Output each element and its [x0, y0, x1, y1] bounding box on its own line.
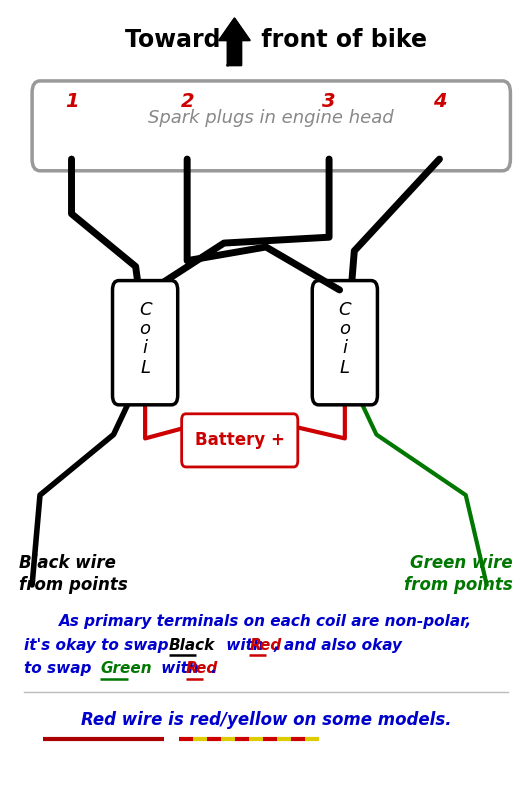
Text: Red wire is red/yellow on some models.: Red wire is red/yellow on some models.: [81, 711, 451, 729]
Text: 3: 3: [322, 91, 336, 111]
Text: 4: 4: [433, 91, 446, 111]
Text: C
o
i
L: C o i L: [338, 301, 351, 377]
Text: 1: 1: [65, 91, 78, 111]
Text: Red: Red: [186, 661, 218, 676]
Text: .: .: [210, 661, 216, 676]
Text: Spark plugs in engine head: Spark plugs in engine head: [148, 109, 394, 127]
Text: 2: 2: [180, 91, 194, 111]
FancyBboxPatch shape: [181, 414, 298, 467]
FancyBboxPatch shape: [312, 281, 377, 405]
Text: Green wire
from points: Green wire from points: [404, 554, 513, 594]
Text: Green: Green: [101, 661, 152, 676]
Text: with: with: [221, 637, 269, 652]
Text: As primary terminals on each coil are non-polar,: As primary terminals on each coil are no…: [60, 614, 472, 629]
FancyBboxPatch shape: [113, 281, 178, 405]
Text: , and also okay: , and also okay: [274, 637, 403, 652]
Text: to swap: to swap: [24, 661, 97, 676]
Text: Battery +: Battery +: [195, 431, 285, 449]
Text: Black: Black: [169, 637, 215, 652]
Text: with: with: [156, 661, 204, 676]
Text: Black wire
from points: Black wire from points: [19, 554, 128, 594]
Polygon shape: [219, 18, 250, 65]
Text: Toward: Toward: [126, 28, 229, 52]
Text: it's okay to swap: it's okay to swap: [24, 637, 174, 652]
Text: Red: Red: [249, 637, 281, 652]
FancyBboxPatch shape: [32, 81, 510, 171]
Text: front of bike: front of bike: [253, 28, 427, 52]
Text: C
o
i
L: C o i L: [139, 301, 152, 377]
